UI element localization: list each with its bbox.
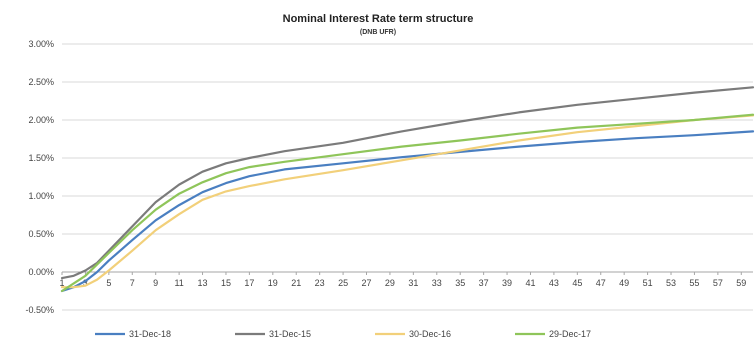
x-tick-label: 5 [106,278,111,288]
legend-label-1: 31-Dec-15 [269,329,311,339]
legend-label-2: 30-Dec-16 [409,329,451,339]
series-line-3 [60,113,755,293]
x-axis-ticks: 1 3 5 7 9 11 13 15 17 19 21 23 25 27 29 31 33 35 37 39 41 43 4… [59,272,746,288]
chart-title: Nominal Interest Rate term structure [283,13,474,25]
legend-label-3: 29-Dec-17 [549,329,591,339]
x-tick-label: 51 [643,278,653,288]
y-tick-label: 1.50% [28,153,54,163]
y-tick-label: -0.50% [25,305,54,315]
series-line-0 [60,130,755,293]
x-tick-label: 11 [174,278,183,288]
x-tick-label: 41 [525,278,535,288]
x-tick-label: 35 [455,278,465,288]
x-tick-label: 55 [689,278,699,288]
series-line-1 [60,86,755,280]
y-tick-label: 0.00% [28,267,54,277]
gridlines [62,43,753,311]
x-tick-label: 39 [502,278,512,288]
x-tick-label: 9 [153,278,158,288]
x-tick-label: 47 [596,278,606,288]
x-tick-label: 21 [291,278,301,288]
x-tick-label: 27 [362,278,372,288]
x-tick-label: 49 [619,278,629,288]
y-axis-ticks: 3.00% 2.50% 2.00% 1.50% 1.00% 0.50% 0.00% -0.50… [25,39,54,315]
y-tick-label: 2.50% [28,77,54,87]
x-tick-label: 7 [130,278,135,288]
x-tick-label: 31 [408,278,418,288]
x-tick-label: 15 [221,278,231,288]
x-tick-label: 43 [549,278,559,288]
x-tick-label: 53 [666,278,676,288]
x-tick-label: 59 [736,278,746,288]
x-tick-label: 17 [244,278,254,288]
x-tick-label: 33 [432,278,442,288]
series-line-2 [60,114,755,289]
x-tick-label: 3 [83,278,88,288]
x-tick-label: 25 [338,278,348,288]
x-tick-label: 19 [268,278,278,288]
y-tick-label: 0.50% [28,229,54,239]
y-tick-label: 1.00% [28,191,54,201]
x-tick-label: 1 [59,278,64,288]
x-tick-label: 13 [198,278,208,288]
series-lines [60,86,755,293]
y-tick-label: 2.00% [28,115,54,125]
chart-subtitle: (DNB UFR) [360,29,396,36]
x-tick-label: 37 [479,278,489,288]
x-tick-label: 45 [572,278,582,288]
legend-label-0: 31-Dec-18 [129,329,171,339]
legend: 31-Dec-18 31-Dec-15 30-Dec-16 29-Dec-17 [95,329,591,339]
x-tick-label: 57 [713,278,723,288]
y-tick-label: 3.00% [28,39,54,49]
x-tick-label: 29 [385,278,395,288]
x-tick-label: 23 [315,278,325,288]
